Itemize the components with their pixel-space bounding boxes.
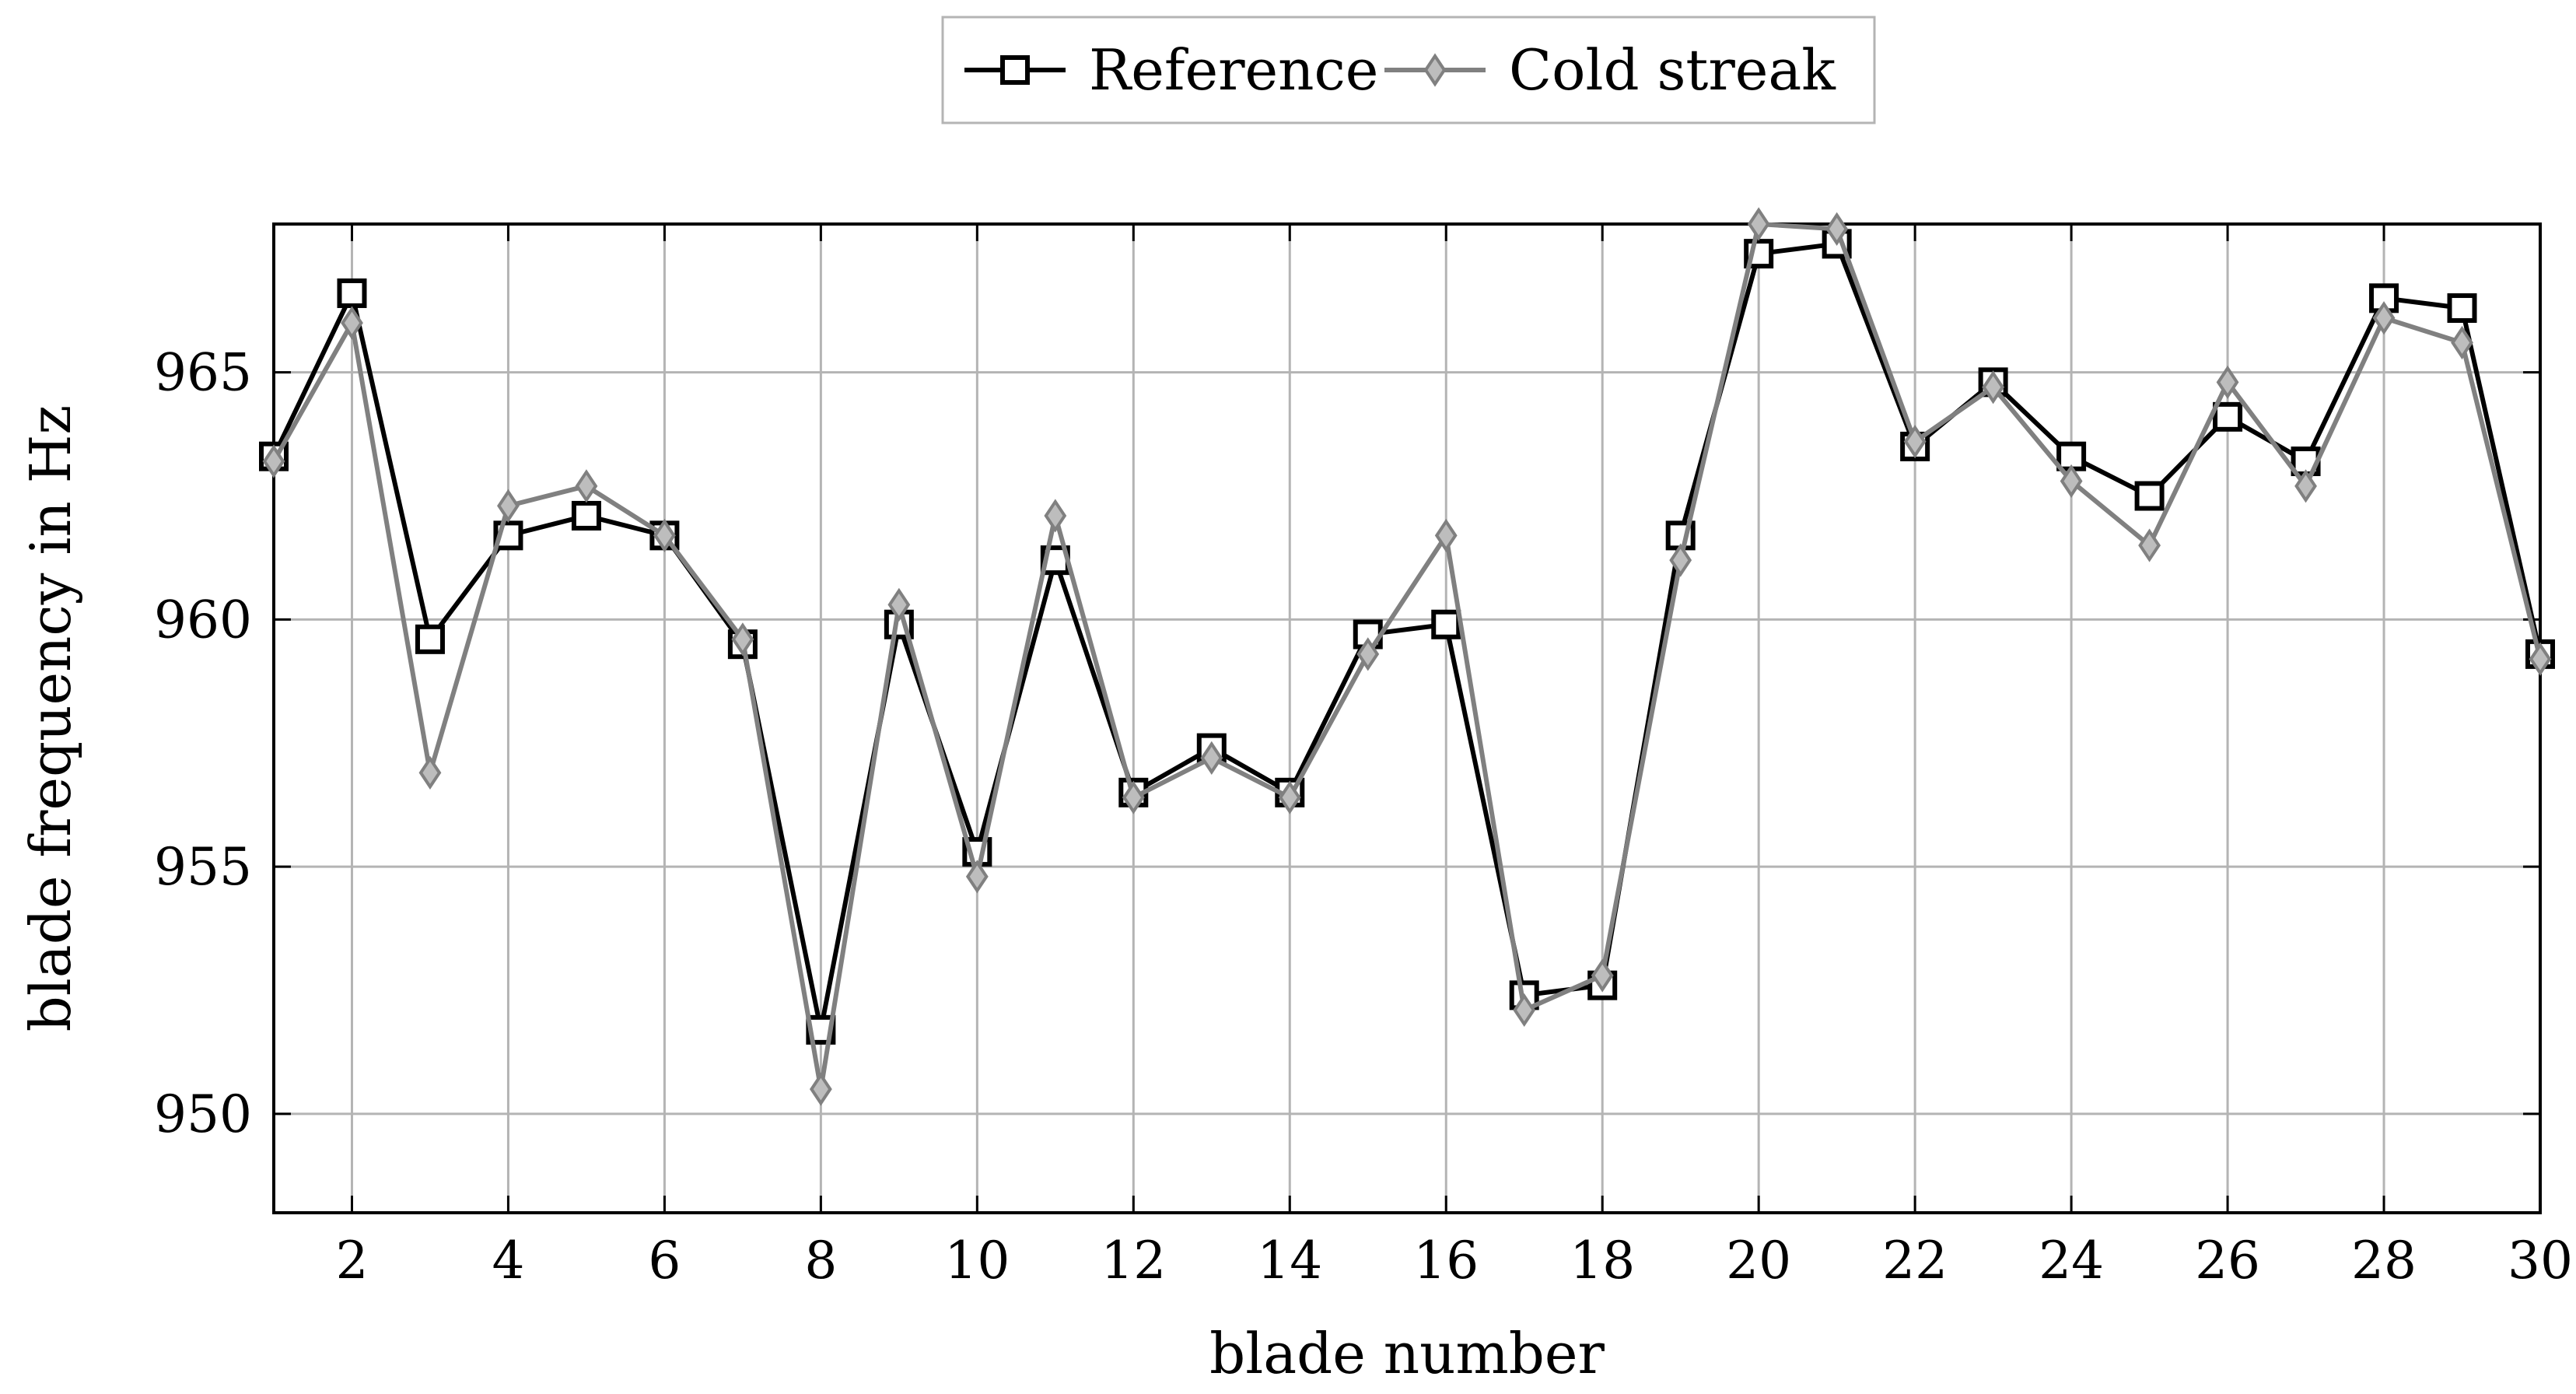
data-point-diamond [418, 755, 442, 790]
axis-titles: blade number blade frequency in Hz [18, 405, 1605, 1386]
x-tick-label: 24 [2039, 1231, 2104, 1291]
x-tick-label: 2 [335, 1231, 368, 1291]
data-point-diamond [887, 587, 911, 622]
data-point-diamond [809, 1072, 832, 1106]
x-axis-title: blade number [1209, 1321, 1605, 1386]
data-point-diamond [2529, 642, 2552, 676]
data-point-diamond [2060, 464, 2083, 499]
legend: Reference Cold streak [941, 16, 1876, 124]
series [259, 207, 2555, 1106]
data-point-diamond [1278, 780, 1301, 814]
y-tick-label: 965 [154, 343, 252, 403]
x-tick-label: 4 [492, 1231, 524, 1291]
data-point-square [337, 278, 367, 308]
x-tick-label: 14 [1257, 1231, 1322, 1291]
y-tick-label: 955 [154, 837, 252, 897]
data-point-diamond [262, 444, 285, 478]
data-point-square [2447, 293, 2477, 324]
plot-frame [272, 222, 2542, 1214]
legend-label: Reference [1089, 37, 1378, 103]
data-point-diamond [1122, 780, 1145, 814]
x-tick-label: 16 [1413, 1231, 1479, 1291]
y-axis-title: blade frequency in Hz [18, 405, 83, 1032]
data-point-diamond [1200, 741, 1223, 775]
data-point-square [571, 500, 601, 531]
data-point-diamond [341, 306, 363, 340]
data-point-diamond [2294, 469, 2317, 503]
data-point-square [2213, 401, 2243, 432]
data-point-diamond [2372, 301, 2396, 335]
x-tick-label: 30 [2508, 1231, 2573, 1291]
legend-entry: Reference [964, 37, 1378, 103]
data-point-diamond [1356, 637, 1380, 671]
x-tick-label: 18 [1570, 1231, 1635, 1291]
x-tick-label: 20 [1726, 1231, 1791, 1291]
x-tick-label: 22 [1882, 1231, 1948, 1291]
series-cold-streak [262, 207, 2552, 1106]
data-point-diamond [1669, 543, 1692, 577]
data-point-diamond [1747, 207, 1770, 241]
series-line [271, 241, 2543, 1032]
data-point-diamond [653, 518, 676, 552]
data-point-diamond [2451, 325, 2473, 360]
x-tick-label: 12 [1101, 1231, 1166, 1291]
data-point-diamond [1825, 212, 1849, 246]
data-point-diamond [1044, 499, 1067, 533]
data-point-diamond [2216, 365, 2239, 399]
data-point-diamond [1423, 53, 1447, 87]
series-reference [259, 229, 2555, 1045]
data-point-square [2134, 481, 2165, 511]
data-point-diamond [497, 489, 520, 523]
data-point-diamond [1513, 993, 1536, 1028]
data-point-diamond [2138, 528, 2161, 562]
data-point-diamond [965, 860, 989, 894]
x-tick-label: 26 [2195, 1231, 2260, 1291]
x-tick-label: 8 [804, 1231, 837, 1291]
data-point-diamond [1982, 370, 2005, 405]
x-tick-label: 10 [944, 1231, 1010, 1291]
series-line [271, 222, 2543, 1092]
y-tick-label: 950 [154, 1084, 252, 1144]
legend-entry: Cold streak [1384, 37, 1836, 103]
data-point-diamond [1434, 518, 1458, 552]
data-point-square [1000, 55, 1030, 85]
y-tick-label: 960 [154, 590, 252, 650]
data-point-diamond [1591, 958, 1614, 993]
x-tick-label: 28 [2351, 1231, 2417, 1291]
legend-label: Cold streak [1509, 37, 1836, 103]
data-point-diamond [575, 469, 598, 503]
data-point-square [415, 624, 445, 654]
data-point-diamond [1903, 425, 1927, 459]
data-point-square [1431, 609, 1461, 639]
grid [274, 224, 2542, 1213]
data-point-diamond [731, 622, 754, 657]
x-tick-label: 6 [648, 1231, 681, 1291]
